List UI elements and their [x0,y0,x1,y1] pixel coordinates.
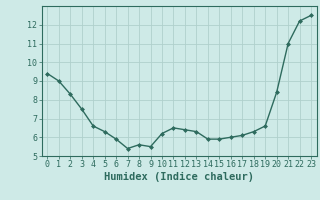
X-axis label: Humidex (Indice chaleur): Humidex (Indice chaleur) [104,172,254,182]
